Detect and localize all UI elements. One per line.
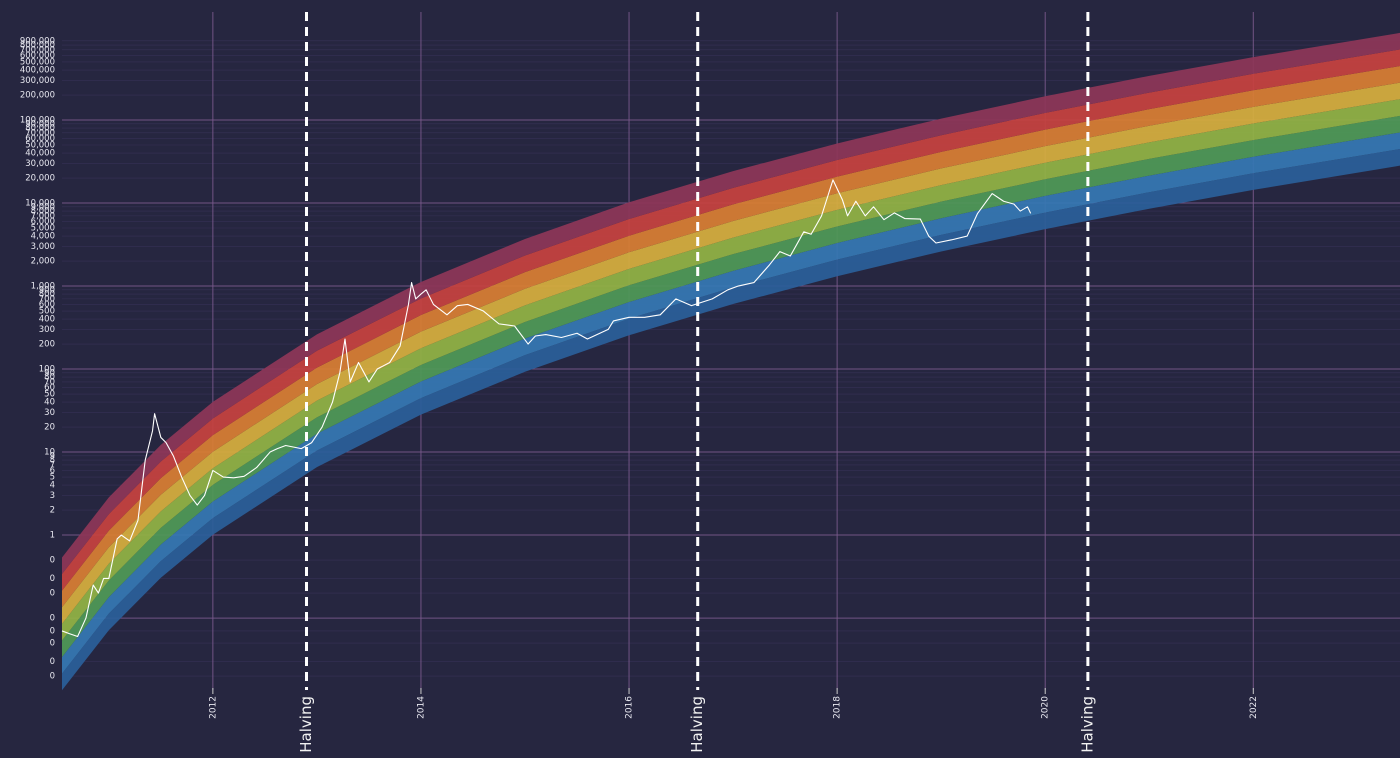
price-line [61, 179, 1032, 638]
x-tick-label: 2014 [416, 696, 426, 719]
y-tick-label: 3,000 [31, 242, 55, 252]
halving-label: Halving [297, 696, 315, 753]
y-tick-label: 0 [50, 626, 55, 636]
y-tick-label: 2,000 [31, 257, 55, 267]
y-tick-label: 0 [50, 614, 55, 624]
y-tick-label: 0 [50, 672, 55, 682]
y-tick-label: 10,000 [25, 199, 55, 209]
y-tick-label: 10 [44, 448, 55, 458]
y-tick-label: 30 [44, 408, 55, 418]
y-tick-label: 7 [50, 460, 55, 470]
x-tick-label: 2016 [625, 696, 635, 719]
y-tick-label: 60 [44, 383, 55, 393]
y-tick-label: 800 [39, 290, 55, 300]
y-tick-label: 60,000 [25, 134, 55, 144]
y-tick-label: 8,000 [31, 207, 55, 217]
y-tick-label: 300,000 [20, 76, 55, 86]
y-tick-label: 700,000 [20, 45, 55, 55]
y-tick-label: 0 [50, 574, 55, 584]
y-tick-label: 100 [39, 365, 55, 375]
y-tick-label: 200,000 [20, 91, 55, 101]
y-tick-label: 2 [50, 506, 55, 516]
y-tick-label: 20,000 [25, 174, 55, 184]
y-tick-label: 80,000 [25, 124, 55, 134]
y-tick-label: 1,000 [31, 282, 55, 292]
y-tick-label: 100,000 [20, 116, 55, 126]
y-tick-label: 900,000 [20, 36, 55, 46]
y-tick-label: 5 [50, 473, 55, 483]
y-tick-label: 600,000 [20, 51, 55, 61]
y-tick-label: 70,000 [25, 128, 55, 138]
y-tick-label: 50 [44, 390, 55, 400]
y-tick-label: 4 [50, 481, 55, 491]
y-tick-label: 200 [39, 340, 55, 350]
y-tick-label: 0 [50, 556, 55, 566]
y-tick-label: 40 [44, 398, 55, 408]
y-tick-label: 80 [44, 373, 55, 383]
y-tick-label: 20 [44, 423, 55, 433]
y-tick-label: 0 [50, 657, 55, 667]
y-tick-label: 0 [50, 639, 55, 649]
y-tick-label: 9 [50, 451, 55, 461]
y-tick-label: 600 [39, 300, 55, 310]
y-tick-label: 30,000 [25, 159, 55, 169]
y-tick-label: 9,000 [31, 202, 55, 212]
y-tick-label: 0 [50, 589, 55, 599]
x-tick-label: 2012 [208, 696, 218, 719]
y-tick-label: 500,000 [20, 57, 55, 67]
y-tick-label: 6,000 [31, 217, 55, 227]
y-tick-label: 800,000 [20, 41, 55, 51]
y-tick-label: 90,000 [25, 119, 55, 129]
halving-label: Halving [1078, 696, 1096, 753]
y-tick-label: 500 [39, 307, 55, 317]
y-tick-label: 3 [50, 491, 55, 501]
y-tick-label: 7,000 [31, 211, 55, 221]
y-tick-label: 1 [50, 531, 55, 541]
lines-layer [61, 12, 1090, 690]
y-tick-label: 6 [50, 466, 55, 476]
x-tick-label: 2022 [1249, 696, 1259, 719]
y-tick-label: 4,000 [31, 232, 55, 242]
x-tick-label: 2018 [833, 696, 843, 719]
y-tick-label: 400 [39, 315, 55, 325]
y-tick-label: 40,000 [25, 149, 55, 159]
halving-label: Halving [688, 696, 706, 753]
y-tick-label: 50,000 [25, 140, 55, 150]
y-tick-label: 70 [44, 377, 55, 387]
x-tick-label: 2020 [1041, 696, 1051, 719]
y-tick-label: 90 [44, 368, 55, 378]
y-tick-label: 900 [39, 285, 55, 295]
y-tick-label: 8 [50, 456, 55, 466]
y-tick-label: 700 [39, 294, 55, 304]
y-tick-label: 300 [39, 325, 55, 335]
y-tick-label: 5,000 [31, 224, 55, 234]
y-tick-label: 400,000 [20, 66, 55, 76]
labels-layer: 900,000800,000700,000600,000500,000400,0… [20, 36, 1259, 752]
